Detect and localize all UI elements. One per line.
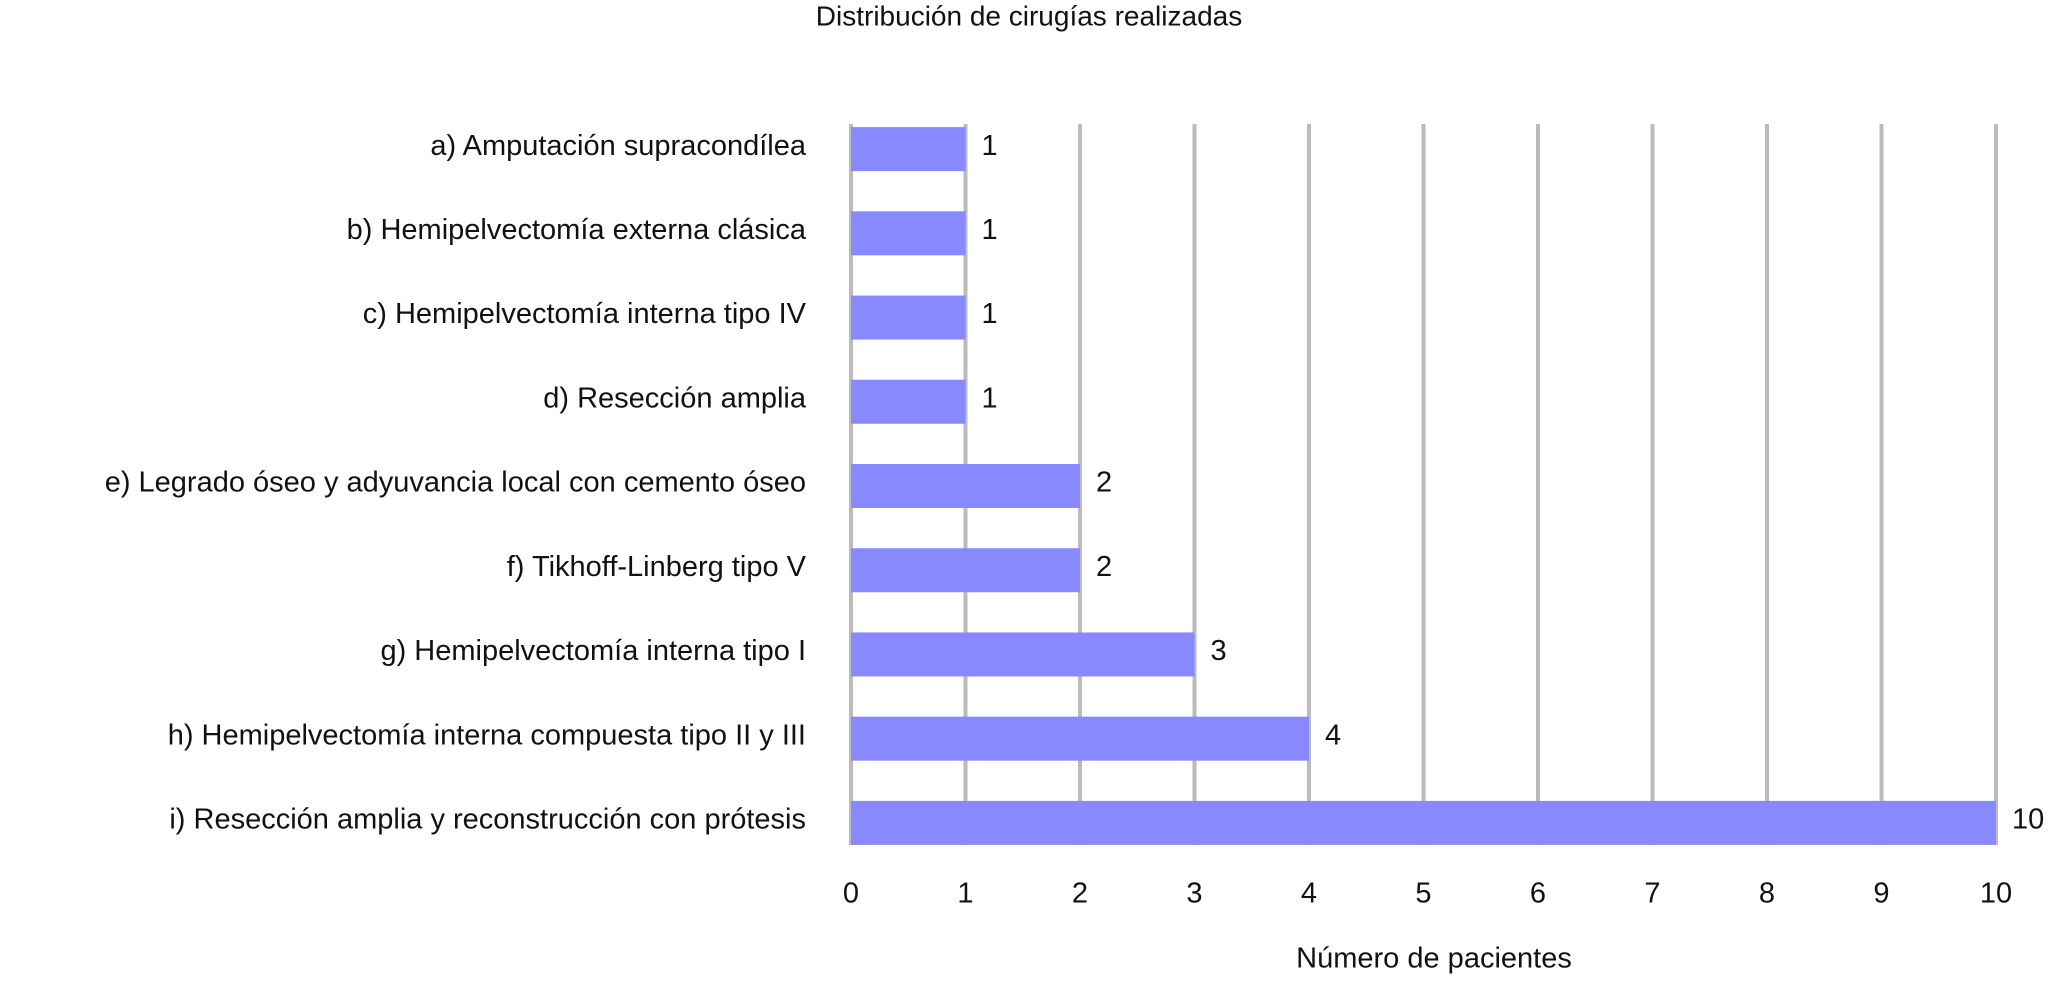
- data-label: 10: [2012, 804, 2044, 836]
- bar: [851, 548, 1080, 593]
- chart-title: Distribución de cirugías realizadas: [816, 0, 1242, 31]
- data-label: 4: [1325, 719, 1341, 751]
- data-label: 1: [982, 298, 998, 330]
- y-tick-label: f) Tikhoff-Linberg tipo V: [507, 551, 807, 583]
- x-tick-label: 10: [1980, 878, 2012, 910]
- data-label: 1: [982, 382, 998, 414]
- x-tick-label: 1: [957, 878, 973, 910]
- y-tick-label: e) Legrado óseo y adyuvancia local con c…: [105, 467, 806, 499]
- data-label: 2: [1096, 467, 1112, 499]
- bar: [851, 716, 1309, 761]
- y-tick-label: i) Resección amplia y reconstrucción con…: [169, 804, 806, 836]
- data-label: 1: [982, 130, 998, 162]
- x-tick-label: 0: [843, 878, 859, 910]
- bar: [851, 379, 966, 424]
- bar: [851, 464, 1080, 508]
- x-tick-label: 7: [1644, 878, 1660, 910]
- bar: [851, 127, 966, 172]
- y-tick-label: c) Hemipelvectomía interna tipo IV: [363, 298, 807, 330]
- x-tick-label: 4: [1301, 878, 1317, 910]
- y-tick-label: d) Resección amplia: [543, 382, 807, 414]
- x-axis-title: Número de pacientes: [1296, 943, 1572, 975]
- data-label: 3: [1211, 635, 1227, 667]
- data-label: 2: [1096, 551, 1112, 583]
- bar: [851, 800, 1996, 845]
- bar: [851, 632, 1195, 677]
- x-tick-label: 9: [1873, 878, 1889, 910]
- y-tick-label: b) Hemipelvectomía externa clásica: [347, 214, 807, 246]
- data-label: 1: [982, 214, 998, 246]
- bar: [851, 295, 966, 340]
- x-tick-label: 2: [1072, 878, 1088, 910]
- y-tick-label: a) Amputación supracondílea: [430, 130, 806, 162]
- x-tick-label: 5: [1415, 878, 1431, 910]
- x-tick-label: 8: [1759, 878, 1775, 910]
- bar: [851, 211, 966, 256]
- x-tick-label: 3: [1186, 878, 1202, 910]
- y-tick-label: h) Hemipelvectomía interna compuesta tip…: [168, 719, 806, 751]
- x-tick-label: 6: [1530, 878, 1546, 910]
- y-tick-label: g) Hemipelvectomía interna tipo I: [380, 635, 806, 667]
